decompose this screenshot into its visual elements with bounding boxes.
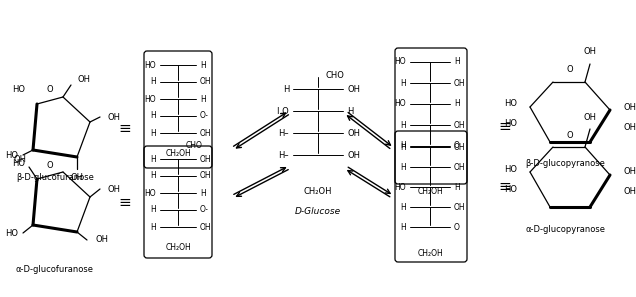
- Text: CH₂OH: CH₂OH: [417, 249, 443, 257]
- Text: OH: OH: [623, 102, 636, 111]
- Text: OH: OH: [347, 129, 360, 138]
- Text: CHO: CHO: [326, 70, 345, 80]
- Text: OH: OH: [108, 113, 121, 121]
- Text: ≡: ≡: [119, 195, 132, 209]
- Text: D-Glucose: D-Glucose: [295, 206, 341, 216]
- Text: HO: HO: [12, 159, 25, 168]
- Text: HO: HO: [5, 151, 18, 159]
- Text: O: O: [454, 222, 460, 231]
- Text: ≡: ≡: [499, 179, 511, 195]
- Text: OH: OH: [77, 75, 90, 83]
- Text: OH: OH: [623, 187, 636, 197]
- Text: H–: H–: [279, 151, 289, 159]
- Text: H: H: [400, 203, 406, 211]
- Text: O-: O-: [200, 206, 209, 214]
- Text: H: H: [347, 107, 354, 116]
- Text: HO: HO: [504, 119, 517, 129]
- Text: α-D-glucopyranose: α-D-glucopyranose: [525, 225, 605, 233]
- Text: H: H: [282, 85, 289, 94]
- Text: O: O: [46, 86, 53, 94]
- Text: H: H: [400, 143, 406, 151]
- Text: HO: HO: [12, 85, 25, 94]
- Text: OH: OH: [108, 184, 121, 194]
- Text: OH: OH: [200, 222, 212, 231]
- Text: H: H: [150, 171, 156, 181]
- Text: OH: OH: [14, 154, 27, 164]
- Text: O: O: [567, 130, 573, 140]
- Text: HO: HO: [5, 228, 18, 238]
- Text: ≡: ≡: [499, 119, 511, 135]
- Text: H: H: [200, 94, 206, 103]
- Text: H: H: [400, 162, 406, 171]
- Text: ≡: ≡: [119, 121, 132, 137]
- Text: H: H: [150, 206, 156, 214]
- Text: β-D-glucopyranose: β-D-glucopyranose: [525, 159, 605, 168]
- Text: HO: HO: [504, 184, 517, 194]
- Text: H: H: [150, 78, 156, 86]
- Text: H–: H–: [279, 129, 289, 138]
- Text: HO: HO: [144, 61, 156, 69]
- Text: HO: HO: [144, 94, 156, 103]
- Text: H: H: [400, 78, 406, 88]
- Text: OH: OH: [454, 162, 466, 171]
- Text: OH: OH: [454, 203, 466, 211]
- Text: HO: HO: [504, 99, 517, 108]
- Text: OH: OH: [200, 78, 212, 86]
- Text: H: H: [400, 121, 406, 129]
- Text: OH: OH: [623, 122, 636, 132]
- Text: HO: HO: [394, 99, 406, 108]
- Text: H: H: [150, 111, 156, 121]
- Text: O: O: [454, 141, 460, 151]
- Text: HO: HO: [394, 182, 406, 192]
- Text: OH: OH: [347, 85, 360, 94]
- Text: OH: OH: [95, 236, 108, 244]
- Text: β-D-glucofuranose: β-D-glucofuranose: [16, 173, 94, 181]
- Text: H: H: [150, 154, 156, 164]
- Text: OH: OH: [454, 143, 466, 151]
- Text: OH: OH: [200, 154, 212, 164]
- Text: CHO: CHO: [186, 140, 203, 149]
- Text: O: O: [567, 66, 573, 75]
- Text: H: H: [400, 222, 406, 231]
- Text: O: O: [46, 160, 53, 170]
- Text: OH: OH: [454, 78, 466, 88]
- Text: H: H: [150, 222, 156, 231]
- Text: OH: OH: [200, 171, 212, 181]
- Text: CH₂OH: CH₂OH: [165, 149, 191, 159]
- Text: OH: OH: [347, 151, 360, 159]
- Text: H: H: [400, 141, 406, 151]
- Text: CH₂OH: CH₂OH: [304, 187, 332, 195]
- Text: OH: OH: [623, 168, 636, 176]
- Text: CH₂OH: CH₂OH: [417, 187, 443, 197]
- Text: HO: HO: [394, 58, 406, 67]
- Text: α-D-glucofuranose: α-D-glucofuranose: [16, 265, 94, 274]
- Text: O-: O-: [200, 111, 209, 121]
- Text: OH: OH: [200, 129, 212, 138]
- Text: H: H: [200, 61, 206, 69]
- Text: H: H: [200, 189, 206, 198]
- Text: OH: OH: [71, 173, 83, 181]
- Text: H: H: [454, 58, 460, 67]
- Text: HO: HO: [504, 165, 517, 173]
- Text: OH: OH: [454, 121, 466, 129]
- Text: OH: OH: [583, 113, 597, 121]
- Text: H: H: [454, 99, 460, 108]
- Text: H: H: [454, 182, 460, 192]
- Text: OH: OH: [583, 48, 597, 56]
- Text: HO: HO: [144, 189, 156, 198]
- Text: I O: I O: [277, 107, 289, 116]
- Text: CH₂OH: CH₂OH: [165, 244, 191, 252]
- Text: H: H: [150, 129, 156, 138]
